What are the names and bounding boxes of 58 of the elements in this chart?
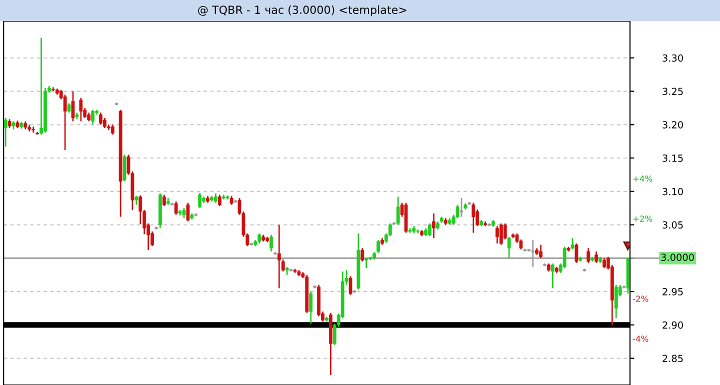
candlestick (4, 117, 8, 148)
candlestick (186, 202, 190, 222)
candlestick (40, 37, 43, 136)
candlestick (270, 234, 273, 252)
candlestick (67, 102, 71, 114)
candlestick (570, 237, 574, 250)
candlestick (550, 262, 554, 289)
candlestick (499, 222, 503, 246)
candlestick (63, 94, 67, 151)
candlestick (586, 247, 590, 264)
candlestick (122, 154, 126, 182)
candlestick (396, 196, 400, 226)
candlestick (71, 90, 75, 122)
text: -2% (632, 296, 648, 302)
y-tick-label: 3.25 (662, 88, 683, 96)
y-tick-label: 3.15 (662, 154, 683, 162)
candlestick (562, 246, 566, 269)
candlestick (432, 212, 436, 239)
y-tick-label: 2.85 (662, 354, 683, 362)
candlestick (91, 109, 94, 126)
candlestick (348, 275, 352, 296)
chart-title: @ TQBR - 1 час (3.0000) <template> (198, 5, 406, 16)
text: +2% (633, 216, 652, 222)
candlestick (99, 112, 102, 126)
candlestick (459, 197, 464, 218)
text: -4% (632, 336, 648, 342)
y-tick-label: 3.05 (662, 221, 683, 229)
y-tick-label: 2.90 (662, 321, 683, 329)
candlestick (503, 222, 507, 240)
candlestick (574, 242, 578, 264)
candlestick (539, 244, 542, 259)
candlestick (360, 247, 364, 262)
ref-line-label: 3.0000 (661, 254, 694, 261)
candlestick (594, 250, 598, 264)
text: +4% (633, 176, 652, 182)
candlestick (277, 224, 281, 289)
candlestick (162, 194, 166, 207)
candlestick (309, 290, 313, 324)
candlestick (258, 232, 262, 244)
candlestick (79, 97, 83, 122)
y-tick-label: 2.95 (662, 288, 683, 296)
candlestick (472, 202, 476, 234)
candlestick (182, 207, 186, 219)
candlestick (614, 284, 618, 319)
y-tick-label: 3.20 (662, 121, 683, 128)
y-tick-label: 3.30 (662, 54, 683, 62)
candlestick (507, 236, 511, 259)
candlestick (110, 124, 114, 136)
candlestick (174, 200, 178, 216)
candlestick (198, 192, 202, 209)
candlestick (364, 257, 368, 269)
candlestick (376, 239, 380, 254)
candlestick (602, 257, 606, 269)
candlestick (495, 225, 499, 244)
candlestick (214, 192, 218, 204)
candlestick (218, 194, 222, 207)
y-tick-label: 3.10 (662, 188, 683, 196)
candlestick (428, 222, 432, 237)
